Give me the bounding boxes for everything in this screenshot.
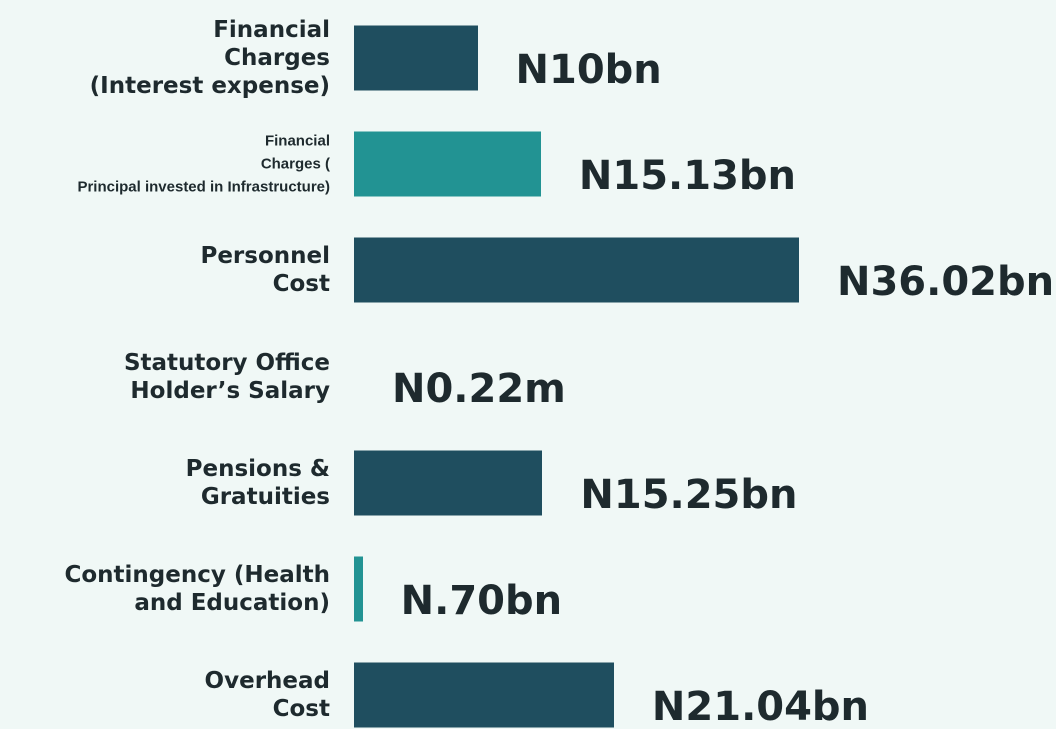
category-label: Statutory Office Holder’s Salary [123, 349, 330, 404]
category-label: Personnel Cost [200, 243, 330, 298]
bar [354, 662, 614, 728]
category-label: Contingency (Health and Education) [64, 562, 330, 616]
bar [354, 131, 541, 197]
value-label: N.70bn [400, 578, 563, 624]
bar [354, 450, 543, 516]
bar [354, 25, 478, 91]
value-label: N21.04bn [651, 684, 870, 729]
category-label: Overhead Cost [204, 668, 330, 723]
value-label: N0.22m [392, 365, 566, 412]
bar [354, 237, 799, 303]
bar [354, 556, 363, 622]
value-label: N10bn [515, 47, 662, 93]
value-label: N15.13bn [578, 153, 797, 200]
value-label: N36.02bn [837, 259, 1055, 306]
value-label: N15.25bn [580, 471, 798, 518]
category-label: Financial Charges (Interest expense) [89, 17, 330, 99]
category-label: Pensions & Gratuities [185, 455, 330, 510]
category-label: Financial Charges ( Principal invested i… [77, 132, 330, 196]
